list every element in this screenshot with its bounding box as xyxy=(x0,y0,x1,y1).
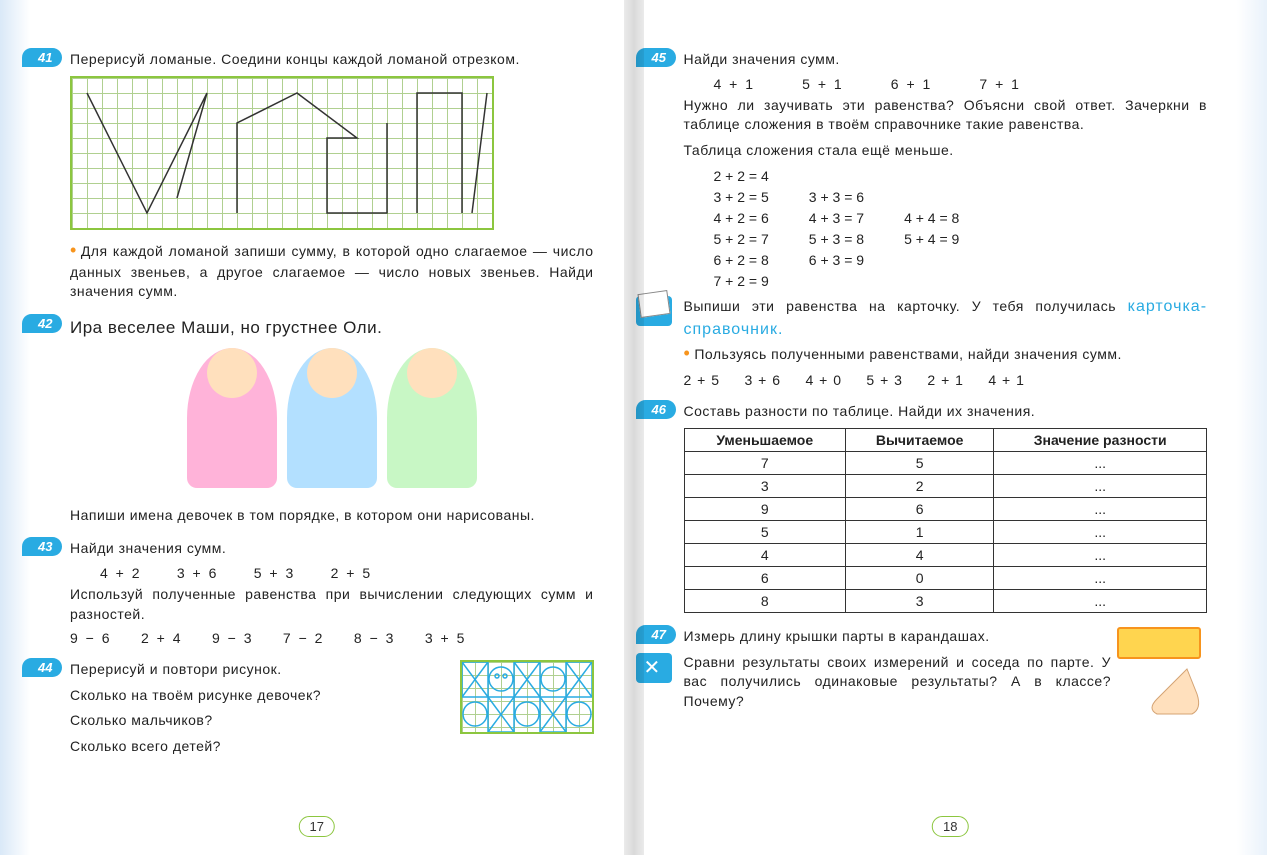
pattern-svg xyxy=(462,662,592,732)
kid-figure xyxy=(387,348,477,488)
table-row: 44... xyxy=(684,543,1207,566)
task-badge: 46 xyxy=(636,400,676,419)
card-icon xyxy=(636,296,672,326)
table-row: 75... xyxy=(684,451,1207,474)
eq-col: 2 + 2 = 4 3 + 2 = 5 4 + 2 = 6 5 + 2 = 7 … xyxy=(714,166,769,292)
th: Значение разности xyxy=(994,428,1207,451)
task-43: 43 Найди значения сумм. 4 + 2 3 + 6 5 + … xyxy=(70,539,594,646)
page-left: 41 Перерисуй ломаные. Соедини концы кажд… xyxy=(0,0,634,855)
task-line: Сравни результаты своих измерений и сосе… xyxy=(684,653,1208,712)
task-text: Используй полученные равенства при вычис… xyxy=(70,585,594,624)
kids-illustration xyxy=(70,348,594,498)
table-row: 96... xyxy=(684,497,1207,520)
task-47: 47 Измерь длину крышки парты в карандаша… xyxy=(684,627,1208,711)
difference-table: Уменьшаемое Вычитаемое Значение разности… xyxy=(684,428,1208,613)
equation-columns: 2 + 2 = 4 3 + 2 = 5 4 + 2 = 6 5 + 2 = 7 … xyxy=(714,166,1208,292)
polyline-grid xyxy=(70,76,494,230)
card-block: Выпиши эти равенства на карточку. У тебя… xyxy=(684,296,1208,366)
task-badge: 47 xyxy=(636,625,676,644)
task-badge: 44 xyxy=(22,658,62,677)
table-header-row: Уменьшаемое Вычитаемое Значение разности xyxy=(684,428,1207,451)
task-text: Нужно ли заучивать эти равенства? Объясн… xyxy=(684,96,1208,135)
task-42: 42 Ира веселее Маши, но грустнее Оли. На… xyxy=(70,316,594,525)
table-row: 32... xyxy=(684,474,1207,497)
sums-row: 2 + 5 3 + 6 4 + 0 5 + 3 2 + 1 4 + 1 xyxy=(684,372,1208,388)
task-46: 46 Составь разности по таблице. Найди их… xyxy=(684,402,1208,613)
page-right: 45 Найди значения сумм. 4 + 1 5 + 1 6 + … xyxy=(634,0,1267,855)
pattern-grid xyxy=(460,660,594,734)
task-45: 45 Найди значения сумм. 4 + 1 5 + 1 6 + … xyxy=(684,50,1208,388)
task-text: Напиши имена девочек в том порядке, в ко… xyxy=(70,506,594,526)
card-bullet: Пользуясь полученными равенствами, найди… xyxy=(684,341,1208,366)
kid-figure xyxy=(287,348,377,488)
table-row: 51... xyxy=(684,520,1207,543)
table-row: 83... xyxy=(684,589,1207,612)
task-title: Составь разности по таблице. Найди их зн… xyxy=(684,402,1208,422)
sums-row: 4 + 2 3 + 6 5 + 3 2 + 5 xyxy=(100,565,594,581)
task-badge: 42 xyxy=(22,314,62,333)
task-title: Найди значения сумм. xyxy=(70,539,594,559)
task-title: Найди значения сумм. xyxy=(684,50,1208,70)
page-number: 17 xyxy=(299,816,335,837)
sums-row: 9 − 6 2 + 4 9 − 3 7 − 2 8 − 3 3 + 5 xyxy=(70,630,594,646)
book-spread: 41 Перерисуй ломаные. Соедини концы кажд… xyxy=(0,0,1267,855)
task-badge: 41 xyxy=(22,48,62,67)
task-44: 44 Перерис xyxy=(70,660,594,756)
th: Уменьшаемое xyxy=(684,428,845,451)
polyline-svg xyxy=(72,78,492,228)
card-span: Выпиши эти равенства на карточку. У тебя… xyxy=(684,298,1117,314)
card-text: Выпиши эти равенства на карточку. У тебя… xyxy=(684,296,1208,341)
page-number: 18 xyxy=(932,816,968,837)
eq-col: 4 + 4 = 8 5 + 4 = 9 xyxy=(904,166,959,292)
measure-icon xyxy=(636,653,672,683)
task-line: Сколько всего детей? xyxy=(70,737,594,757)
eq-col: 3 + 3 = 6 4 + 3 = 7 5 + 3 = 8 6 + 3 = 9 xyxy=(809,166,864,292)
sums-row: 4 + 1 5 + 1 6 + 1 7 + 1 xyxy=(714,76,1208,92)
task-title: Ира веселее Маши, но грустнее Оли. xyxy=(70,316,594,340)
th: Вычитаемое xyxy=(845,428,993,451)
table-row: 60... xyxy=(684,566,1207,589)
task-badge: 45 xyxy=(636,48,676,67)
measure-block: Сравни результаты своих измерений и сосе… xyxy=(684,653,1208,712)
task-bullet-text: Для каждой ломаной запиши сумму, в котор… xyxy=(70,238,594,302)
task-41: 41 Перерисуй ломаные. Соедини концы кажд… xyxy=(70,50,594,302)
task-text: Перерисуй ломаные. Соедини концы каждой … xyxy=(70,50,594,70)
kid-figure xyxy=(187,348,277,488)
task-text: Таблица сложения стала ещё меньше. xyxy=(684,141,1208,161)
task-badge: 43 xyxy=(22,537,62,556)
